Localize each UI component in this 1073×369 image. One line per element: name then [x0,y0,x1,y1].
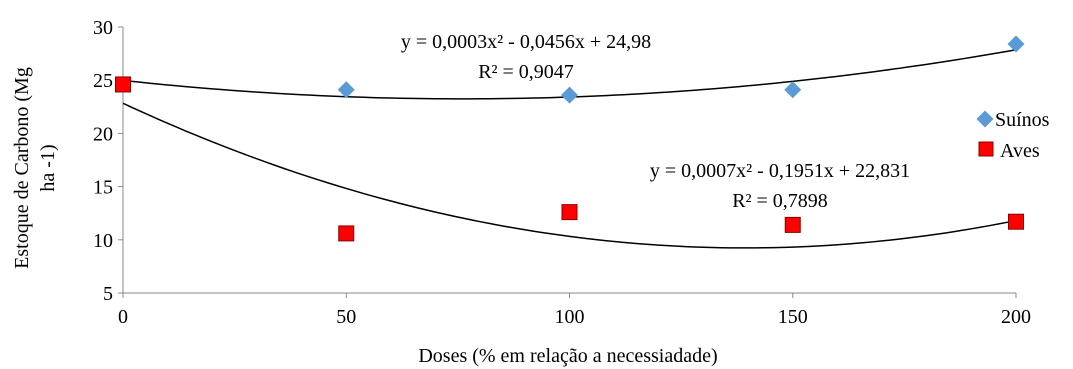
suinos-equation-label: y = 0,0003x² - 0,0456x + 24,98 [401,31,651,53]
aves-data-point [338,225,355,242]
legend-item-suinos: Suínos [976,109,1050,131]
y-tick-label: 25 [93,70,113,92]
legend-item-aves: Aves [978,140,1040,162]
legend: Suínos Aves [976,109,1050,162]
aves-trendline [122,102,1017,249]
legend-label-suinos: Suínos [995,109,1050,131]
axes: 5 10 15 20 25 30 0 50 100 150 200 [93,17,1031,328]
x-tick-label: 200 [1001,306,1031,328]
x-tick-label: 50 [336,306,356,328]
aves-data-point [784,216,801,233]
y-tick-label: 15 [93,177,113,199]
y-tick-label: 20 [93,123,113,145]
x-axis-title: Doses (% em relação a necessiadade) [418,345,717,367]
y-tick-label: 5 [103,283,113,305]
legend-diamond-marker [976,110,994,128]
suinos-r2-label: R² = 0,9047 [478,61,574,83]
x-tick-label: 100 [555,306,585,328]
y-axis-title-line2: ha -1) [37,144,59,191]
aves-r2-label: R² = 0,7898 [732,190,828,212]
legend-label-aves: Aves [1000,140,1040,162]
legend-square-marker [978,141,994,157]
x-tick-label: 150 [778,306,808,328]
suinos-data-point [337,81,355,99]
aves-data-point [115,76,131,93]
y-axis-title-line1: Estoque de Carbono (Mg [11,67,33,269]
x-tick-label: 0 [118,306,128,328]
aves-data-point [561,204,578,221]
y-tick-label: 30 [93,17,113,39]
aves-data-point [1008,213,1024,230]
data-points [114,35,1025,242]
suinos-data-point [784,81,802,99]
suinos-data-point [1007,35,1025,53]
aves-equation-label: y = 0,0007x² - 0,1951x + 22,831 [650,160,910,182]
suinos-data-point [561,86,578,104]
y-tick-label: 10 [93,230,113,252]
